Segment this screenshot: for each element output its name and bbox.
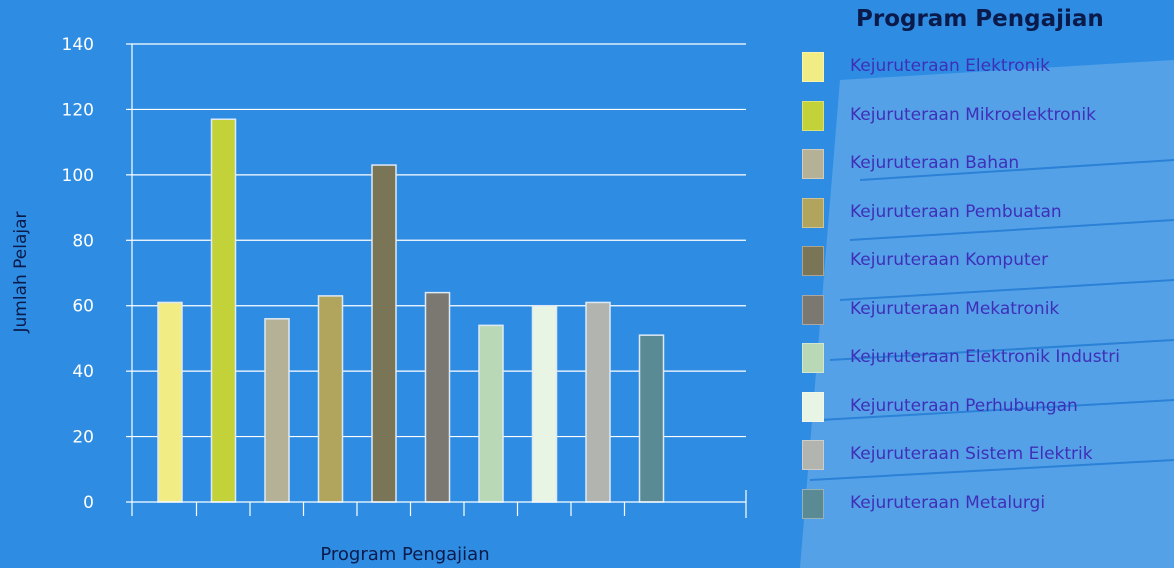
legend-item: Kejuruteraan Mikroelektronik xyxy=(798,99,1174,133)
legend-swatch xyxy=(802,149,824,179)
legend-label: Kejuruteraan Bahan xyxy=(850,153,1020,173)
legend-swatch xyxy=(802,343,824,373)
legend-item: Kejuruteraan Bahan xyxy=(798,147,1174,181)
legend-label: Kejuruteraan Sistem Elektrik xyxy=(850,444,1093,464)
y-axis-label: Jumlah Pelajar xyxy=(11,211,31,333)
bar-chart: 0 20 40 60 80 100 120 140 Jumlah Pelajar Progra… xyxy=(11,35,747,565)
y-tick-label: 140 xyxy=(62,35,94,55)
y-tick-label: 0 xyxy=(83,493,94,513)
legend-label: Kejuruteraan Mekatronik xyxy=(850,298,1060,319)
legend-item: Kejuruteraan Pembuatan xyxy=(798,196,1174,230)
legend-label: Kejuruteraan Elektronik xyxy=(850,56,1050,76)
bar xyxy=(157,301,183,503)
bar xyxy=(264,318,290,503)
y-tick-label: 60 xyxy=(72,297,94,317)
legend-item: Kejuruteraan Perhubungan xyxy=(798,390,1174,424)
legend-swatch xyxy=(802,440,824,470)
legend: Program Pengajian Kejuruteraan Elektroni… xyxy=(798,0,1174,568)
bar xyxy=(424,291,451,503)
legend-swatch xyxy=(802,488,824,519)
legend-swatch xyxy=(802,294,824,325)
bar xyxy=(317,295,344,503)
bar xyxy=(371,164,397,503)
y-tick-label: 40 xyxy=(72,362,94,382)
bar xyxy=(585,301,611,503)
legend-item: Kejuruteraan Elektronik Industri xyxy=(798,341,1174,375)
legend-swatch xyxy=(802,52,824,82)
legend-label: Kejuruteraan Metalurgi xyxy=(850,492,1046,513)
legend-swatch xyxy=(802,246,824,276)
y-tick-label: 80 xyxy=(72,231,94,251)
bar xyxy=(210,118,237,503)
axes: 0 20 40 60 80 100 120 140 xyxy=(62,35,747,518)
legend-item: Kejuruteraan Komputer xyxy=(798,244,1174,278)
legend-label: Kejuruteraan Pembuatan xyxy=(850,201,1062,222)
bar xyxy=(638,334,665,503)
bar xyxy=(478,324,504,503)
legend-swatch xyxy=(802,391,824,422)
legend-item: Kejuruteraan Metalurgi xyxy=(798,487,1174,521)
y-tick-label: 20 xyxy=(72,428,94,448)
laptop-background-illustration xyxy=(800,60,1174,568)
y-tick-label: 100 xyxy=(62,166,94,186)
legend-label: Kejuruteraan Perhubungan xyxy=(850,395,1078,416)
legend-label: Kejuruteraan Elektronik Industri xyxy=(850,347,1120,367)
legend-label: Kejuruteraan Komputer xyxy=(850,250,1049,270)
bars xyxy=(157,118,665,503)
y-tick-label: 120 xyxy=(62,100,94,120)
legend-item: Kejuruteraan Sistem Elektrik xyxy=(798,438,1174,472)
legend-item: Kejuruteraan Mekatronik xyxy=(798,293,1174,327)
legend-label: Kejuruteraan Mikroelektronik xyxy=(850,104,1096,125)
legend-swatch xyxy=(802,197,824,228)
bar xyxy=(531,304,558,503)
x-axis-label: Program Pengajian xyxy=(320,544,489,565)
legend-swatch xyxy=(802,100,824,131)
legend-item: Kejuruteraan Elektronik xyxy=(798,50,1174,84)
legend-title: Program Pengajian xyxy=(856,6,1104,32)
